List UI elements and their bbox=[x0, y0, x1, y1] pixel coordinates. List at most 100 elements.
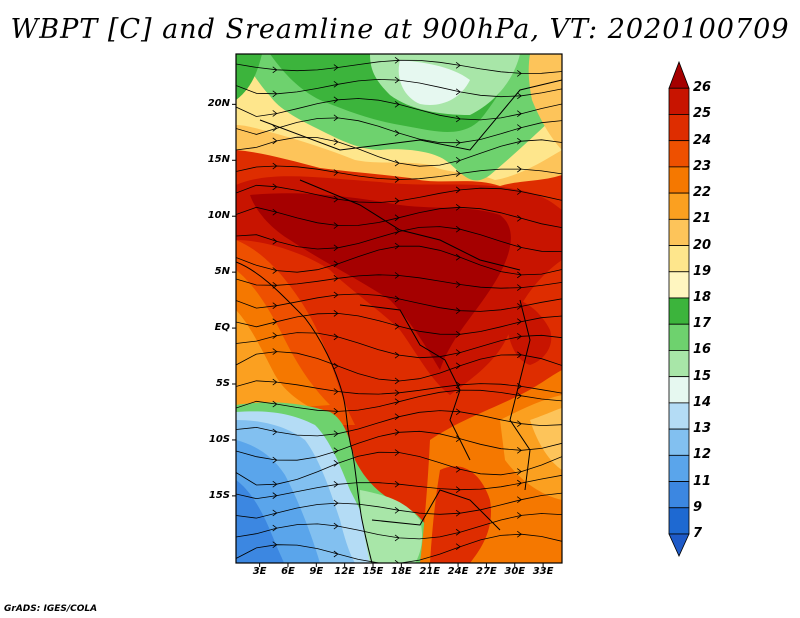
lat-tick-label: 10N bbox=[207, 210, 230, 222]
field-ne-yellow bbox=[528, 54, 562, 150]
streamline-arrow bbox=[517, 420, 522, 428]
streamline-arrow bbox=[394, 413, 400, 421]
streamline-arrow bbox=[272, 183, 278, 191]
colorbar-bottom-arrow bbox=[668, 533, 690, 557]
streamline-arrow bbox=[394, 480, 400, 488]
streamline-arrow bbox=[333, 499, 339, 507]
lon-tick-label: 18E bbox=[390, 566, 412, 577]
streamline-arrow bbox=[455, 307, 461, 314]
field-west-green bbox=[236, 54, 262, 100]
colorbar-swatch bbox=[668, 481, 690, 509]
lon-tick-label: 3E bbox=[252, 566, 267, 577]
field-se-yellow bbox=[530, 408, 562, 470]
streamline-arrow bbox=[455, 330, 461, 338]
streamline-arrow bbox=[272, 90, 278, 98]
lon-tick-label: 30E bbox=[504, 566, 526, 577]
streamline-arrow bbox=[333, 195, 339, 203]
streamline-arrow bbox=[333, 222, 339, 229]
streamline-arrow bbox=[455, 203, 461, 211]
streamline-arrow bbox=[394, 242, 400, 250]
colorbar-swatch bbox=[668, 350, 690, 378]
lat-tick-label: 5N bbox=[214, 266, 230, 278]
streamline-arrow bbox=[517, 284, 522, 291]
streamline-arrow bbox=[272, 348, 278, 355]
streamline-arrow bbox=[517, 496, 522, 504]
streamline-arrow bbox=[517, 165, 522, 173]
streamline-arrow bbox=[394, 159, 400, 167]
colorbar-swatch bbox=[668, 166, 690, 194]
lat-tick-label: 20N bbox=[207, 98, 230, 110]
map-title: WBPT [C] and Sreamline at 900hPa, VT: 20… bbox=[10, 14, 790, 45]
streamline-arrow bbox=[455, 486, 461, 494]
streamline-arrow bbox=[333, 408, 339, 415]
streamline-arrow bbox=[333, 459, 339, 467]
streamline-arrow bbox=[333, 388, 339, 395]
streamline-arrow bbox=[272, 318, 278, 326]
colorbar-label: 22 bbox=[693, 185, 712, 201]
streamline-arrow bbox=[272, 302, 278, 309]
colorbar-label: 18 bbox=[693, 290, 712, 305]
streamline-arrow bbox=[517, 70, 522, 77]
streamlines bbox=[236, 56, 562, 563]
streamline-arrow bbox=[455, 253, 461, 261]
colorbar-label: 7 bbox=[693, 526, 703, 541]
field-core-dark bbox=[250, 193, 511, 370]
lat-tick-label: EQ bbox=[214, 322, 230, 334]
streamline-arrow bbox=[517, 392, 522, 400]
streamline-arrow bbox=[394, 351, 400, 359]
colorbar-label: 13 bbox=[693, 421, 712, 437]
streamline-arrow bbox=[455, 157, 461, 164]
colorbar-swatch bbox=[668, 140, 690, 168]
lon-tick-label: 6E bbox=[281, 566, 295, 577]
streamline-arrow bbox=[272, 456, 278, 464]
colorbar-swatch bbox=[668, 87, 690, 115]
streamline-arrow bbox=[455, 465, 461, 473]
grads-credit: GrADS: IGES/COLA bbox=[4, 604, 98, 614]
streamline-arrow bbox=[272, 509, 278, 517]
streamline-arrow bbox=[455, 225, 461, 233]
streamline-arrow bbox=[333, 333, 339, 341]
streamline-arrow bbox=[394, 214, 400, 222]
colorbar-label: 21 bbox=[693, 211, 712, 227]
streamline-arrow bbox=[394, 228, 400, 235]
colorbar-label: 12 bbox=[693, 447, 712, 463]
streamline-arrow bbox=[333, 291, 339, 299]
lat-tick-label: 15S bbox=[208, 489, 230, 501]
colorbar-swatch bbox=[668, 218, 690, 246]
streamline-arrow bbox=[394, 389, 400, 397]
streamline-arrow bbox=[333, 362, 339, 370]
streamline-arrow bbox=[333, 138, 339, 146]
streamline-arrow bbox=[272, 400, 278, 408]
streamline-arrow bbox=[333, 550, 339, 558]
streamline-arrow bbox=[455, 88, 461, 96]
plot-frame bbox=[235, 53, 563, 564]
country-borders bbox=[236, 79, 562, 563]
streamline-arrow bbox=[455, 115, 461, 123]
streamline-arrow bbox=[272, 428, 278, 436]
streamline-arrow bbox=[455, 362, 461, 370]
streamline-arrow bbox=[455, 528, 461, 536]
streamline-arrow bbox=[455, 381, 461, 389]
streamline-arrow bbox=[272, 137, 278, 145]
streamline-arrow bbox=[517, 351, 522, 359]
streamline-arrow bbox=[272, 480, 278, 488]
colorbar-swatch bbox=[668, 192, 690, 220]
streamline-arrow bbox=[333, 81, 339, 88]
coastline-west bbox=[236, 261, 373, 563]
streamline-arrow bbox=[394, 377, 400, 385]
streamline-arrow bbox=[333, 96, 339, 104]
streamline-arrow bbox=[394, 506, 400, 514]
colorbar-swatch bbox=[668, 60, 690, 89]
border-central bbox=[359, 304, 471, 461]
streamline-arrow bbox=[517, 244, 522, 251]
streamline-arrow bbox=[394, 76, 400, 84]
colorbar-label: 15 bbox=[693, 368, 712, 384]
border-mid bbox=[299, 179, 521, 271]
streamline-arrow bbox=[272, 267, 278, 274]
streamline-arrow bbox=[517, 446, 522, 454]
streamline-arrow bbox=[394, 449, 400, 456]
colorbar-label: 20 bbox=[693, 237, 712, 253]
streamline-arrow bbox=[517, 512, 522, 519]
colorbar-swatch bbox=[668, 454, 690, 482]
streamline-arrow bbox=[517, 271, 522, 279]
